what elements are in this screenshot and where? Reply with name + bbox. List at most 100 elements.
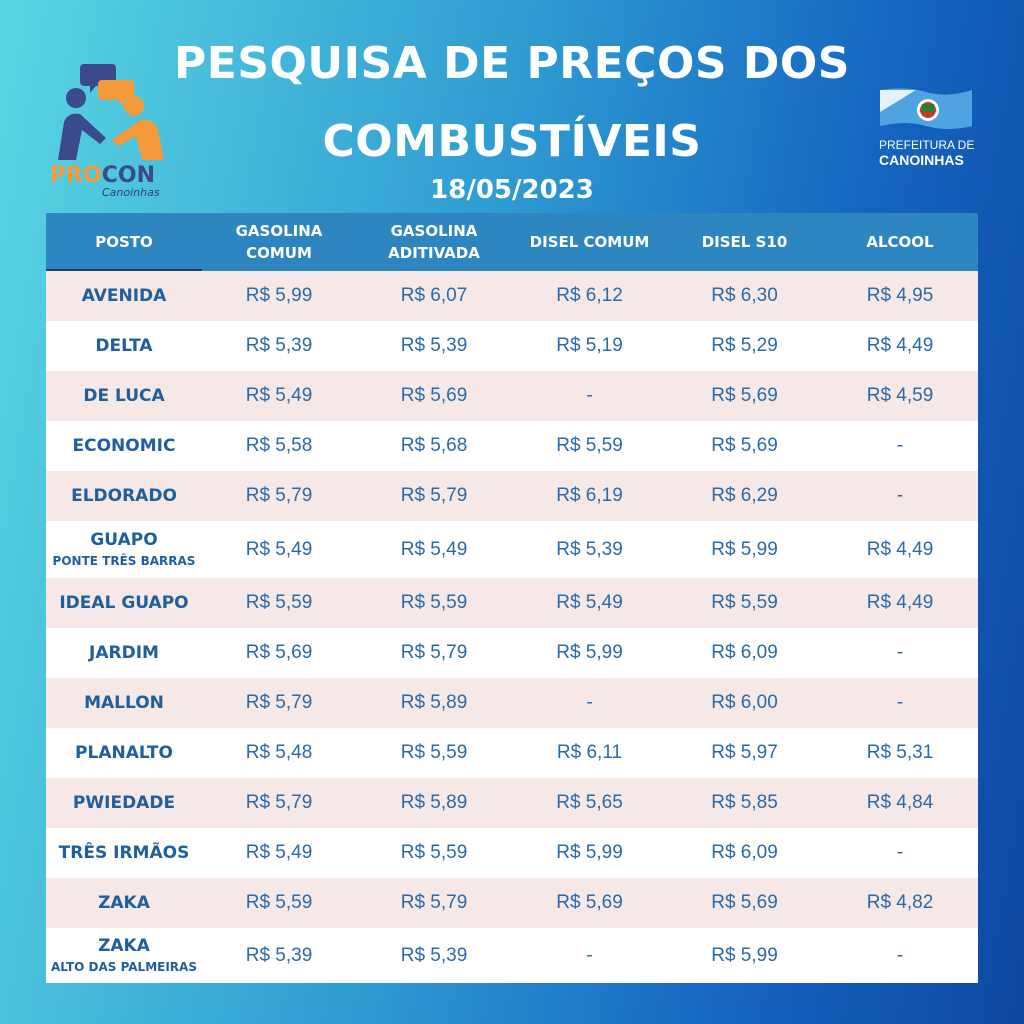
column-header: POSTO	[46, 213, 202, 271]
price-cell: R$ 5,31	[866, 742, 934, 763]
column-header: GASOLINA ADITIVADA	[356, 213, 512, 271]
price-cell: R$ 5,39	[245, 335, 313, 356]
table-row: ELDORADO R$ 5,79 R$ 5,79 R$ 6,19 R$ 6,29 -	[46, 471, 978, 521]
header-underline	[46, 269, 202, 271]
price-cell: R$ 5,19	[556, 335, 623, 356]
table-row: ECONOMIC R$ 5,58 R$ 5,68 R$ 5,59 R$ 5,69 -	[46, 421, 978, 471]
price-cell: R$ 5,58	[245, 435, 313, 456]
page-title-line1: PESQUISA DE PREÇOS DOS	[174, 38, 850, 89]
price-cell: R$ 6,12	[556, 285, 623, 306]
price-cell: R$ 5,59	[556, 435, 623, 456]
station-location: PONTE TRÊS BARRAS	[52, 554, 196, 568]
price-cell: R$ 5,69	[556, 892, 623, 913]
price-cell: R$ 6,19	[556, 485, 623, 506]
price-cell: R$ 6,07	[400, 285, 468, 306]
price-cell: R$ 5,68	[400, 435, 468, 456]
price-cell: R$ 5,39	[400, 944, 468, 966]
price-cell: R$ 5,99	[556, 842, 623, 863]
price-cell: R$ 5,59	[400, 842, 468, 863]
station-name: ZAKA	[98, 893, 150, 913]
procon-people-icon	[58, 64, 164, 160]
station-name-cell: PLANALTO	[46, 728, 202, 778]
price-cell: R$ 5,79	[400, 642, 468, 663]
price-cell: R$ 4,49	[866, 335, 934, 356]
table-row: PWIEDADE R$ 5,79 R$ 5,89 R$ 5,65 R$ 5,85 R$ 4…	[46, 778, 978, 828]
price-cell: R$ 5,49	[245, 842, 313, 863]
price-cell: R$ 5,48	[245, 742, 313, 763]
station-name-cell: MALLON	[46, 678, 202, 728]
procon-subtitle: Canoinhas	[102, 186, 160, 199]
station-name: DE LUCA	[83, 386, 165, 406]
price-cell: R$ 4,59	[866, 385, 934, 406]
column-header-text: DISEL S10	[701, 233, 788, 251]
column-header-text: DISEL COMUM	[529, 233, 650, 251]
price-cell: R$ 5,29	[711, 335, 778, 356]
station-name: ELDORADO	[71, 486, 177, 506]
station-name-cell: DELTA	[46, 321, 202, 371]
price-cell: -	[896, 642, 904, 663]
price-cell: -	[586, 692, 593, 713]
price-cell: R$ 5,59	[245, 892, 313, 913]
prefeitura-logo: PREFEITURA DE CANOINHAS	[876, 86, 986, 176]
price-cell: R$ 5,39	[400, 335, 468, 356]
table-row: AVENIDA R$ 5,99 R$ 6,07 R$ 6,12 R$ 6,30 R$ 4,…	[46, 271, 978, 321]
price-cell: R$ 4,95	[866, 285, 934, 306]
price-cell: R$ 5,39	[245, 944, 313, 966]
prefeitura-line1: PREFEITURA DE	[879, 138, 975, 152]
price-cell: R$ 4,84	[866, 792, 934, 813]
column-header-text: POSTO	[95, 233, 153, 251]
column-header: ALCOOL	[822, 213, 978, 271]
price-cell: R$ 5,99	[711, 538, 778, 560]
price-cell: R$ 6,09	[711, 642, 778, 663]
price-cell: -	[896, 692, 904, 713]
price-table: POSTO GASOLINA COMUM GASOLINA ADITIVADA DISEL…	[46, 213, 978, 983]
station-name-cell: AVENIDA	[46, 271, 202, 321]
survey-date: 18/05/2023	[430, 175, 594, 205]
station-name-cell: ECONOMIC	[46, 421, 202, 471]
price-cell: R$ 5,69	[711, 435, 778, 456]
table-row: DE LUCA R$ 5,49 R$ 5,69 - R$ 5,69 R$ 4,59	[46, 371, 978, 421]
price-cell: -	[896, 842, 904, 863]
procon-wordmark: PROCON	[50, 163, 156, 188]
price-cell: R$ 5,65	[556, 792, 623, 813]
price-cell: R$ 4,82	[866, 892, 934, 913]
price-cell: R$ 5,69	[711, 892, 778, 913]
price-cell: R$ 5,49	[400, 538, 468, 560]
price-cell: R$ 5,49	[556, 592, 623, 613]
table-row: IDEAL GUAPO R$ 5,59 R$ 5,59 R$ 5,49 R$ 5,59 R…	[46, 578, 978, 628]
price-cell: R$ 5,97	[711, 742, 778, 763]
price-cell: -	[586, 944, 593, 966]
price-cell: -	[586, 385, 593, 406]
station-name: GUAPO	[90, 530, 158, 550]
station-name: AVENIDA	[81, 286, 167, 306]
price-cell: R$ 5,89	[400, 692, 468, 713]
station-name: PWIEDADE	[72, 793, 176, 813]
price-cell: R$ 5,49	[245, 538, 313, 560]
station-name-cell: DE LUCA	[46, 371, 202, 421]
station-name-cell: IDEAL GUAPO	[46, 578, 202, 628]
column-header-text: ALCOOL	[866, 233, 934, 251]
column-header: DISEL COMUM	[512, 213, 667, 271]
price-cell: R$ 5,99	[556, 642, 623, 663]
station-name: MALLON	[84, 693, 164, 713]
station-name: ZAKA	[98, 936, 150, 956]
station-name-cell: JARDIM	[46, 628, 202, 678]
station-name: ECONOMIC	[72, 436, 176, 456]
price-cell: R$ 5,69	[245, 642, 313, 663]
column-header: DISEL S10	[667, 213, 822, 271]
station-name: PLANALTO	[75, 743, 173, 763]
station-name: JARDIM	[89, 643, 159, 663]
prefeitura-line2: CANOINHAS	[879, 152, 964, 168]
station-name: TRÊS IRMÃOS	[58, 843, 190, 863]
station-name: DELTA	[95, 336, 153, 356]
price-cell: R$ 5,99	[245, 285, 313, 306]
price-cell: R$ 5,79	[245, 692, 313, 713]
table-row: GUAPO PONTE TRÊS BARRAS R$ 5,49 R$ 5,49 R$ 5…	[46, 521, 978, 578]
table-row: JARDIM R$ 5,69 R$ 5,79 R$ 5,99 R$ 6,09 -	[46, 628, 978, 678]
column-header-text: COMUM	[246, 244, 312, 262]
station-name-cell: ZAKA ALTO DAS PALMEIRAS	[46, 928, 202, 983]
price-cell: R$ 5,69	[711, 385, 778, 406]
price-cell: -	[896, 485, 904, 506]
price-cell: R$ 6,11	[556, 742, 623, 763]
price-cell: R$ 5,59	[400, 592, 468, 613]
